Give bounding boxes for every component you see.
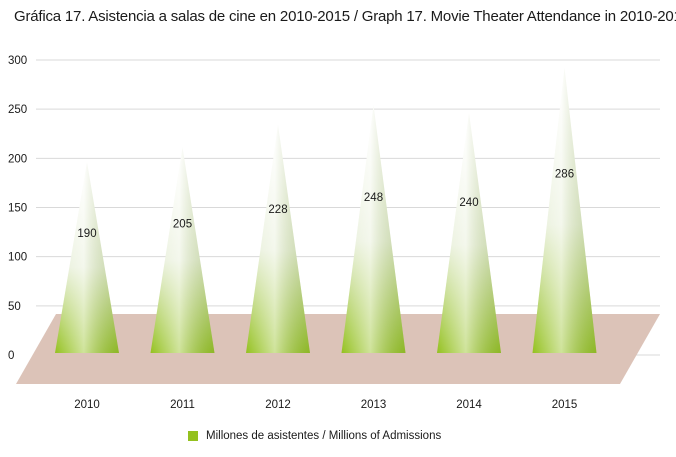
chart-title: Gráfica 17. Asistencia a salas de cine e… bbox=[14, 8, 676, 25]
value-label-2013: 248 bbox=[364, 192, 383, 204]
cone-2011 bbox=[150, 147, 215, 353]
y-tick-label: 100 bbox=[8, 252, 27, 264]
cone-2015 bbox=[532, 67, 597, 354]
legend-swatch bbox=[188, 431, 198, 441]
value-label-2014: 240 bbox=[459, 197, 478, 209]
legend: Millones de asistentes / Millions of Adm… bbox=[188, 430, 441, 442]
cone-2012 bbox=[246, 124, 310, 353]
x-tick-label-2015: 2015 bbox=[552, 399, 578, 411]
y-tick-label: 150 bbox=[8, 203, 27, 215]
cone-2010 bbox=[55, 162, 119, 353]
cone-2014 bbox=[437, 113, 501, 353]
cone-2013 bbox=[341, 105, 406, 353]
x-tick-label-2013: 2013 bbox=[361, 399, 387, 411]
value-label-2010: 190 bbox=[77, 228, 96, 240]
x-tick-label-2011: 2011 bbox=[170, 399, 195, 411]
y-tick-label: 300 bbox=[8, 55, 27, 67]
value-label-2011: 205 bbox=[173, 218, 192, 230]
value-label-2015: 286 bbox=[555, 168, 574, 180]
y-tick-label: 0 bbox=[8, 350, 14, 362]
y-tick-label: 200 bbox=[8, 153, 27, 165]
legend-label: Millones de asistentes / Millions of Adm… bbox=[206, 430, 442, 442]
y-tick-label: 250 bbox=[8, 104, 27, 116]
x-tick-label-2010: 2010 bbox=[74, 399, 100, 411]
x-tick-label-2014: 2014 bbox=[456, 399, 482, 411]
y-tick-label: 50 bbox=[8, 301, 21, 313]
value-label-2012: 228 bbox=[268, 204, 287, 216]
x-tick-label-2012: 2012 bbox=[265, 399, 291, 411]
